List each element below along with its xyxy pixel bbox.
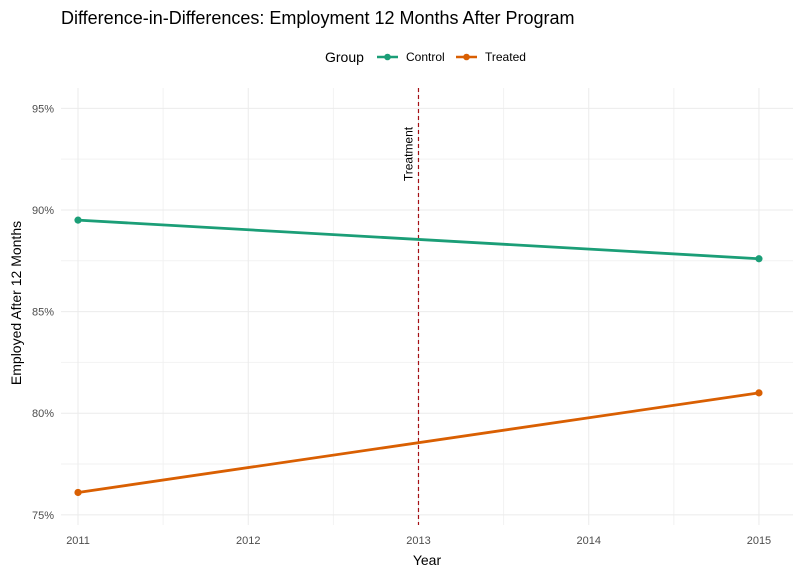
series-line-control	[76, 218, 761, 261]
chart-title: Difference-in-Differences: Employment 12…	[61, 8, 575, 28]
x-tick-label: 2015	[747, 535, 771, 547]
y-axis-title: Employed After 12 Months	[8, 221, 24, 385]
y-tick-label: 95%	[32, 103, 54, 115]
legend-title: Group	[325, 49, 364, 65]
y-tick-label: 80%	[32, 408, 54, 420]
legend-key-treated-point	[463, 53, 470, 61]
legend: Group Control Treated	[325, 49, 526, 65]
x-tick-label: 2011	[66, 535, 90, 547]
x-tick-label: 2012	[236, 535, 260, 547]
y-tick-label: 85%	[32, 307, 54, 319]
tick-labels: 2011 2012 2013 2014 2015 75% 80% 85% 90% 95%	[32, 103, 771, 547]
x-tick-label: 2014	[576, 535, 600, 547]
y-tick-label: 90%	[32, 205, 54, 217]
x-tick-label: 2013	[406, 535, 430, 547]
treatment-label: Treatment	[401, 126, 415, 181]
treatment-line-group: Treatment	[401, 88, 420, 525]
series-group	[74, 216, 763, 497]
data-point-control	[74, 216, 82, 224]
data-point-control	[755, 255, 763, 263]
series-line-treated	[76, 391, 761, 494]
grid	[61, 88, 793, 525]
legend-label-treated: Treated	[485, 50, 526, 64]
y-tick-label: 75%	[32, 510, 54, 522]
data-point-treated	[755, 389, 763, 397]
x-axis-title: Year	[413, 552, 442, 568]
legend-key-control-point	[384, 53, 391, 61]
legend-label-control: Control	[406, 50, 445, 64]
data-point-treated	[74, 488, 82, 497]
